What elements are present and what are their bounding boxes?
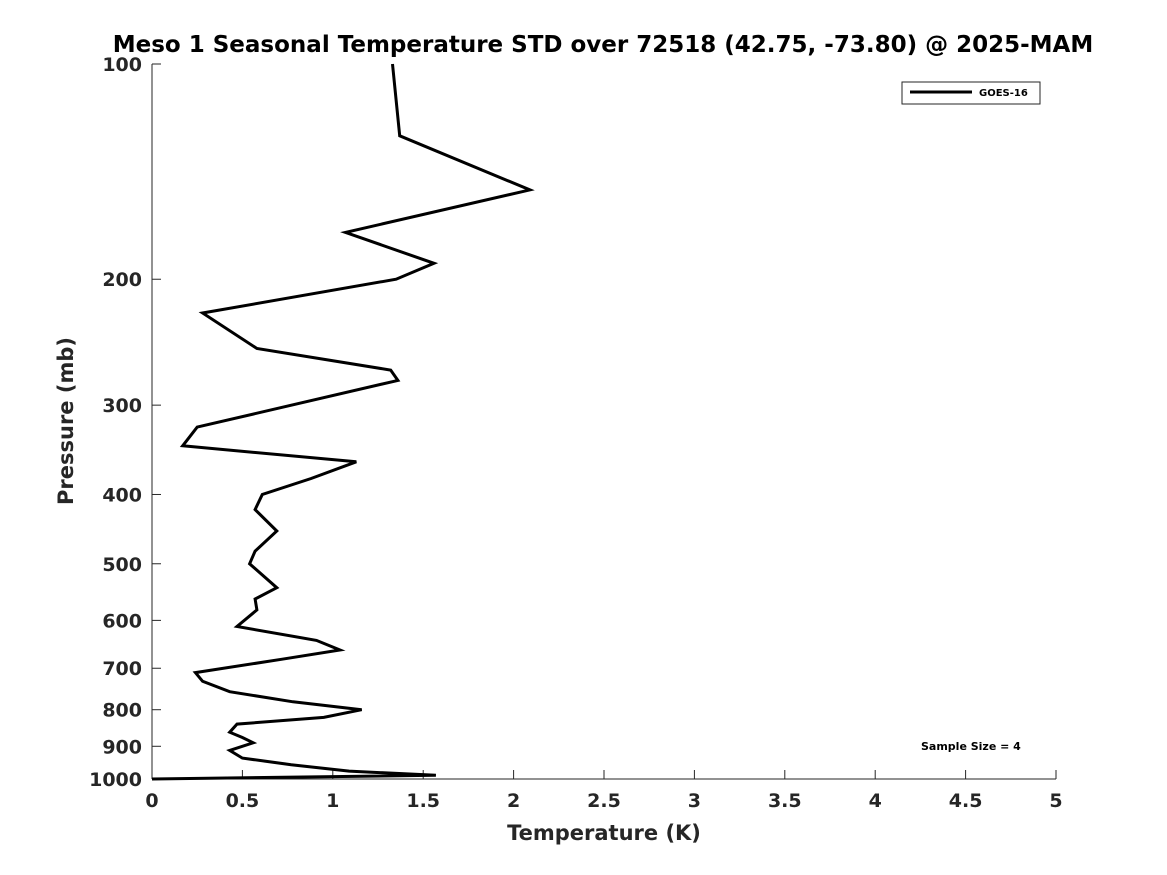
legend: GOES-16 <box>901 81 1041 105</box>
y-tick-label: 500 <box>102 554 142 576</box>
y-tick-label: 1000 <box>89 769 142 791</box>
axes <box>151 64 1056 780</box>
y-tick-label: 700 <box>102 658 142 680</box>
y-tick-label: 600 <box>102 610 142 632</box>
y-tick-label: 200 <box>102 269 142 291</box>
y-ticks: 100 200 300 400 500 600 700 800 900 1000 <box>89 54 161 791</box>
x-tick-label: 0 <box>145 790 158 812</box>
y-tick-label: 900 <box>102 736 142 758</box>
x-tick-label: 3 <box>688 790 701 812</box>
y-tick-label: 100 <box>102 54 142 76</box>
x-tick-label: 1.5 <box>406 790 440 812</box>
x-tick-label: 3.5 <box>768 790 802 812</box>
y-tick-label: 300 <box>102 395 142 417</box>
x-tick-label: 2.5 <box>587 790 621 812</box>
x-tick-label: 0.5 <box>226 790 260 812</box>
x-axis-label: Temperature (K) <box>507 821 701 845</box>
series-line-goes16 <box>151 63 535 781</box>
legend-label: GOES-16 <box>979 88 1028 99</box>
sample-size-annotation: Sample Size = 4 <box>921 740 1021 753</box>
x-tick-label: 2 <box>507 790 520 812</box>
x-tick-label: 4.5 <box>949 790 983 812</box>
chart-title: Meso 1 Seasonal Temperature STD over 725… <box>113 32 1094 58</box>
x-tick-label: 5 <box>1049 790 1062 812</box>
y-axis-label: Pressure (mb) <box>54 337 78 505</box>
y-tick-label: 800 <box>102 700 142 722</box>
x-ticks: 0 0.5 1 1.5 2 2.5 3 3.5 4 4.5 5 <box>145 770 1063 812</box>
x-tick-label: 1 <box>326 790 339 812</box>
x-tick-label: 4 <box>869 790 882 812</box>
y-tick-label: 400 <box>102 484 142 506</box>
